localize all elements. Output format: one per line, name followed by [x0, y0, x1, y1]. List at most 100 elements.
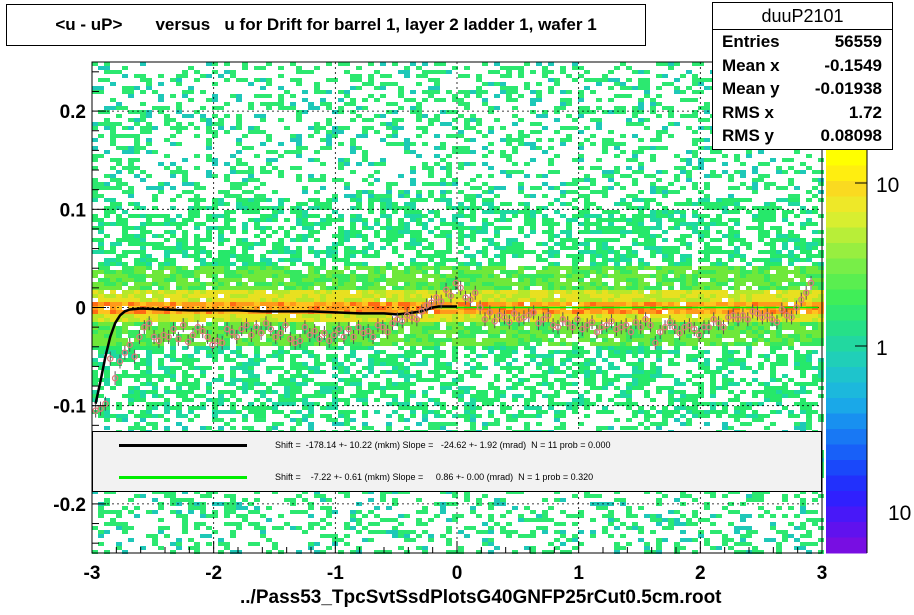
heatmap-cell — [446, 222, 452, 226]
heatmap-cell — [170, 542, 176, 546]
heatmap-cell — [92, 314, 98, 318]
heatmap-cell — [92, 194, 98, 198]
heatmap-cell — [314, 390, 320, 394]
heatmap-cell — [566, 190, 572, 194]
heatmap-cell — [506, 174, 512, 178]
heatmap-cell — [146, 362, 152, 366]
heatmap-cell — [422, 402, 428, 406]
heatmap-cell — [284, 378, 290, 382]
heatmap-cell — [338, 178, 344, 182]
heatmap-cell — [446, 382, 452, 386]
heatmap-cell — [428, 78, 434, 82]
heatmap-cell — [386, 298, 392, 302]
heatmap-cell — [98, 90, 104, 94]
heatmap-cell — [422, 290, 428, 294]
heatmap-cell — [596, 226, 602, 230]
heatmap-cell — [398, 190, 404, 194]
heatmap-cell — [482, 146, 488, 150]
heatmap-cell — [200, 510, 206, 514]
heatmap-cell — [242, 378, 248, 382]
heatmap-cell — [296, 66, 302, 70]
heatmap-cell — [536, 298, 542, 302]
heatmap-cell — [572, 270, 578, 274]
heatmap-cell — [560, 326, 566, 330]
heatmap-cell — [386, 354, 392, 358]
heatmap-cell — [590, 386, 596, 390]
heatmap-cell — [422, 270, 428, 274]
heatmap-cell — [512, 146, 518, 150]
heatmap-cell — [452, 378, 458, 382]
heatmap-cell — [194, 506, 200, 510]
heatmap-cell — [458, 250, 464, 254]
heatmap-cell — [290, 274, 296, 278]
heatmap-cell — [512, 90, 518, 94]
heatmap-cell — [506, 170, 512, 174]
heatmap-cell — [464, 286, 470, 290]
heatmap-cell — [392, 358, 398, 362]
heatmap-cell — [260, 302, 266, 306]
heatmap-cell — [506, 342, 512, 346]
heatmap-cell — [224, 346, 230, 350]
heatmap-cell — [338, 218, 344, 222]
heatmap-cell — [554, 254, 560, 258]
heatmap-cell — [326, 122, 332, 126]
heatmap-cell — [326, 330, 332, 334]
heatmap-cell — [338, 422, 344, 426]
heatmap-cell — [470, 278, 476, 282]
heatmap-cell — [308, 322, 314, 326]
heatmap-cell — [374, 322, 380, 326]
heatmap-cell — [308, 326, 314, 330]
heatmap-cell — [212, 398, 218, 402]
heatmap-cell — [494, 334, 500, 338]
heatmap-cell — [422, 114, 428, 118]
heatmap-cell — [200, 506, 206, 510]
heatmap-cell — [104, 550, 110, 554]
heatmap-cell — [224, 310, 230, 314]
heatmap-cell — [410, 410, 416, 414]
heatmap-cell — [200, 426, 206, 430]
heatmap-cell — [170, 186, 176, 190]
heatmap-cell — [134, 494, 140, 498]
heatmap-cell — [296, 270, 302, 274]
heatmap-cell — [440, 390, 446, 394]
heatmap-cell — [506, 534, 512, 538]
heatmap-cell — [176, 246, 182, 250]
heatmap-cell — [362, 234, 368, 238]
heatmap-cell — [308, 206, 314, 210]
heatmap-cell — [530, 222, 536, 226]
heatmap-cell — [578, 366, 584, 370]
heatmap-cell — [254, 314, 260, 318]
heatmap-cell — [236, 314, 242, 318]
heatmap-cell — [350, 138, 356, 142]
heatmap-cell — [314, 282, 320, 286]
heatmap-cell — [176, 358, 182, 362]
heatmap-cell — [326, 90, 332, 94]
heatmap-cell — [230, 194, 236, 198]
heatmap-cell — [224, 254, 230, 258]
heatmap-cell — [524, 194, 530, 198]
heatmap-cell — [392, 246, 398, 250]
heatmap-cell — [206, 334, 212, 338]
heatmap-cell — [260, 410, 266, 414]
heatmap-cell — [518, 514, 524, 518]
heatmap-cell — [242, 258, 248, 262]
heatmap-cell — [560, 310, 566, 314]
heatmap-cell — [218, 198, 224, 202]
heatmap-cell — [248, 542, 254, 546]
heatmap-cell — [332, 194, 338, 198]
heatmap-cell — [134, 134, 140, 138]
heatmap-cell — [530, 122, 536, 126]
heatmap-cell — [224, 302, 230, 306]
heatmap-cell — [572, 206, 578, 210]
heatmap-cell — [428, 326, 434, 330]
heatmap-cell — [440, 282, 446, 286]
heatmap-cell — [356, 306, 362, 310]
heatmap-cell — [374, 354, 380, 358]
heatmap-cell — [332, 418, 338, 422]
heatmap-cell — [134, 294, 140, 298]
heatmap-cell — [422, 546, 428, 550]
heatmap-cell — [500, 258, 506, 262]
heatmap-cell — [338, 390, 344, 394]
heatmap-cell — [266, 138, 272, 142]
heatmap-cell — [260, 214, 266, 218]
